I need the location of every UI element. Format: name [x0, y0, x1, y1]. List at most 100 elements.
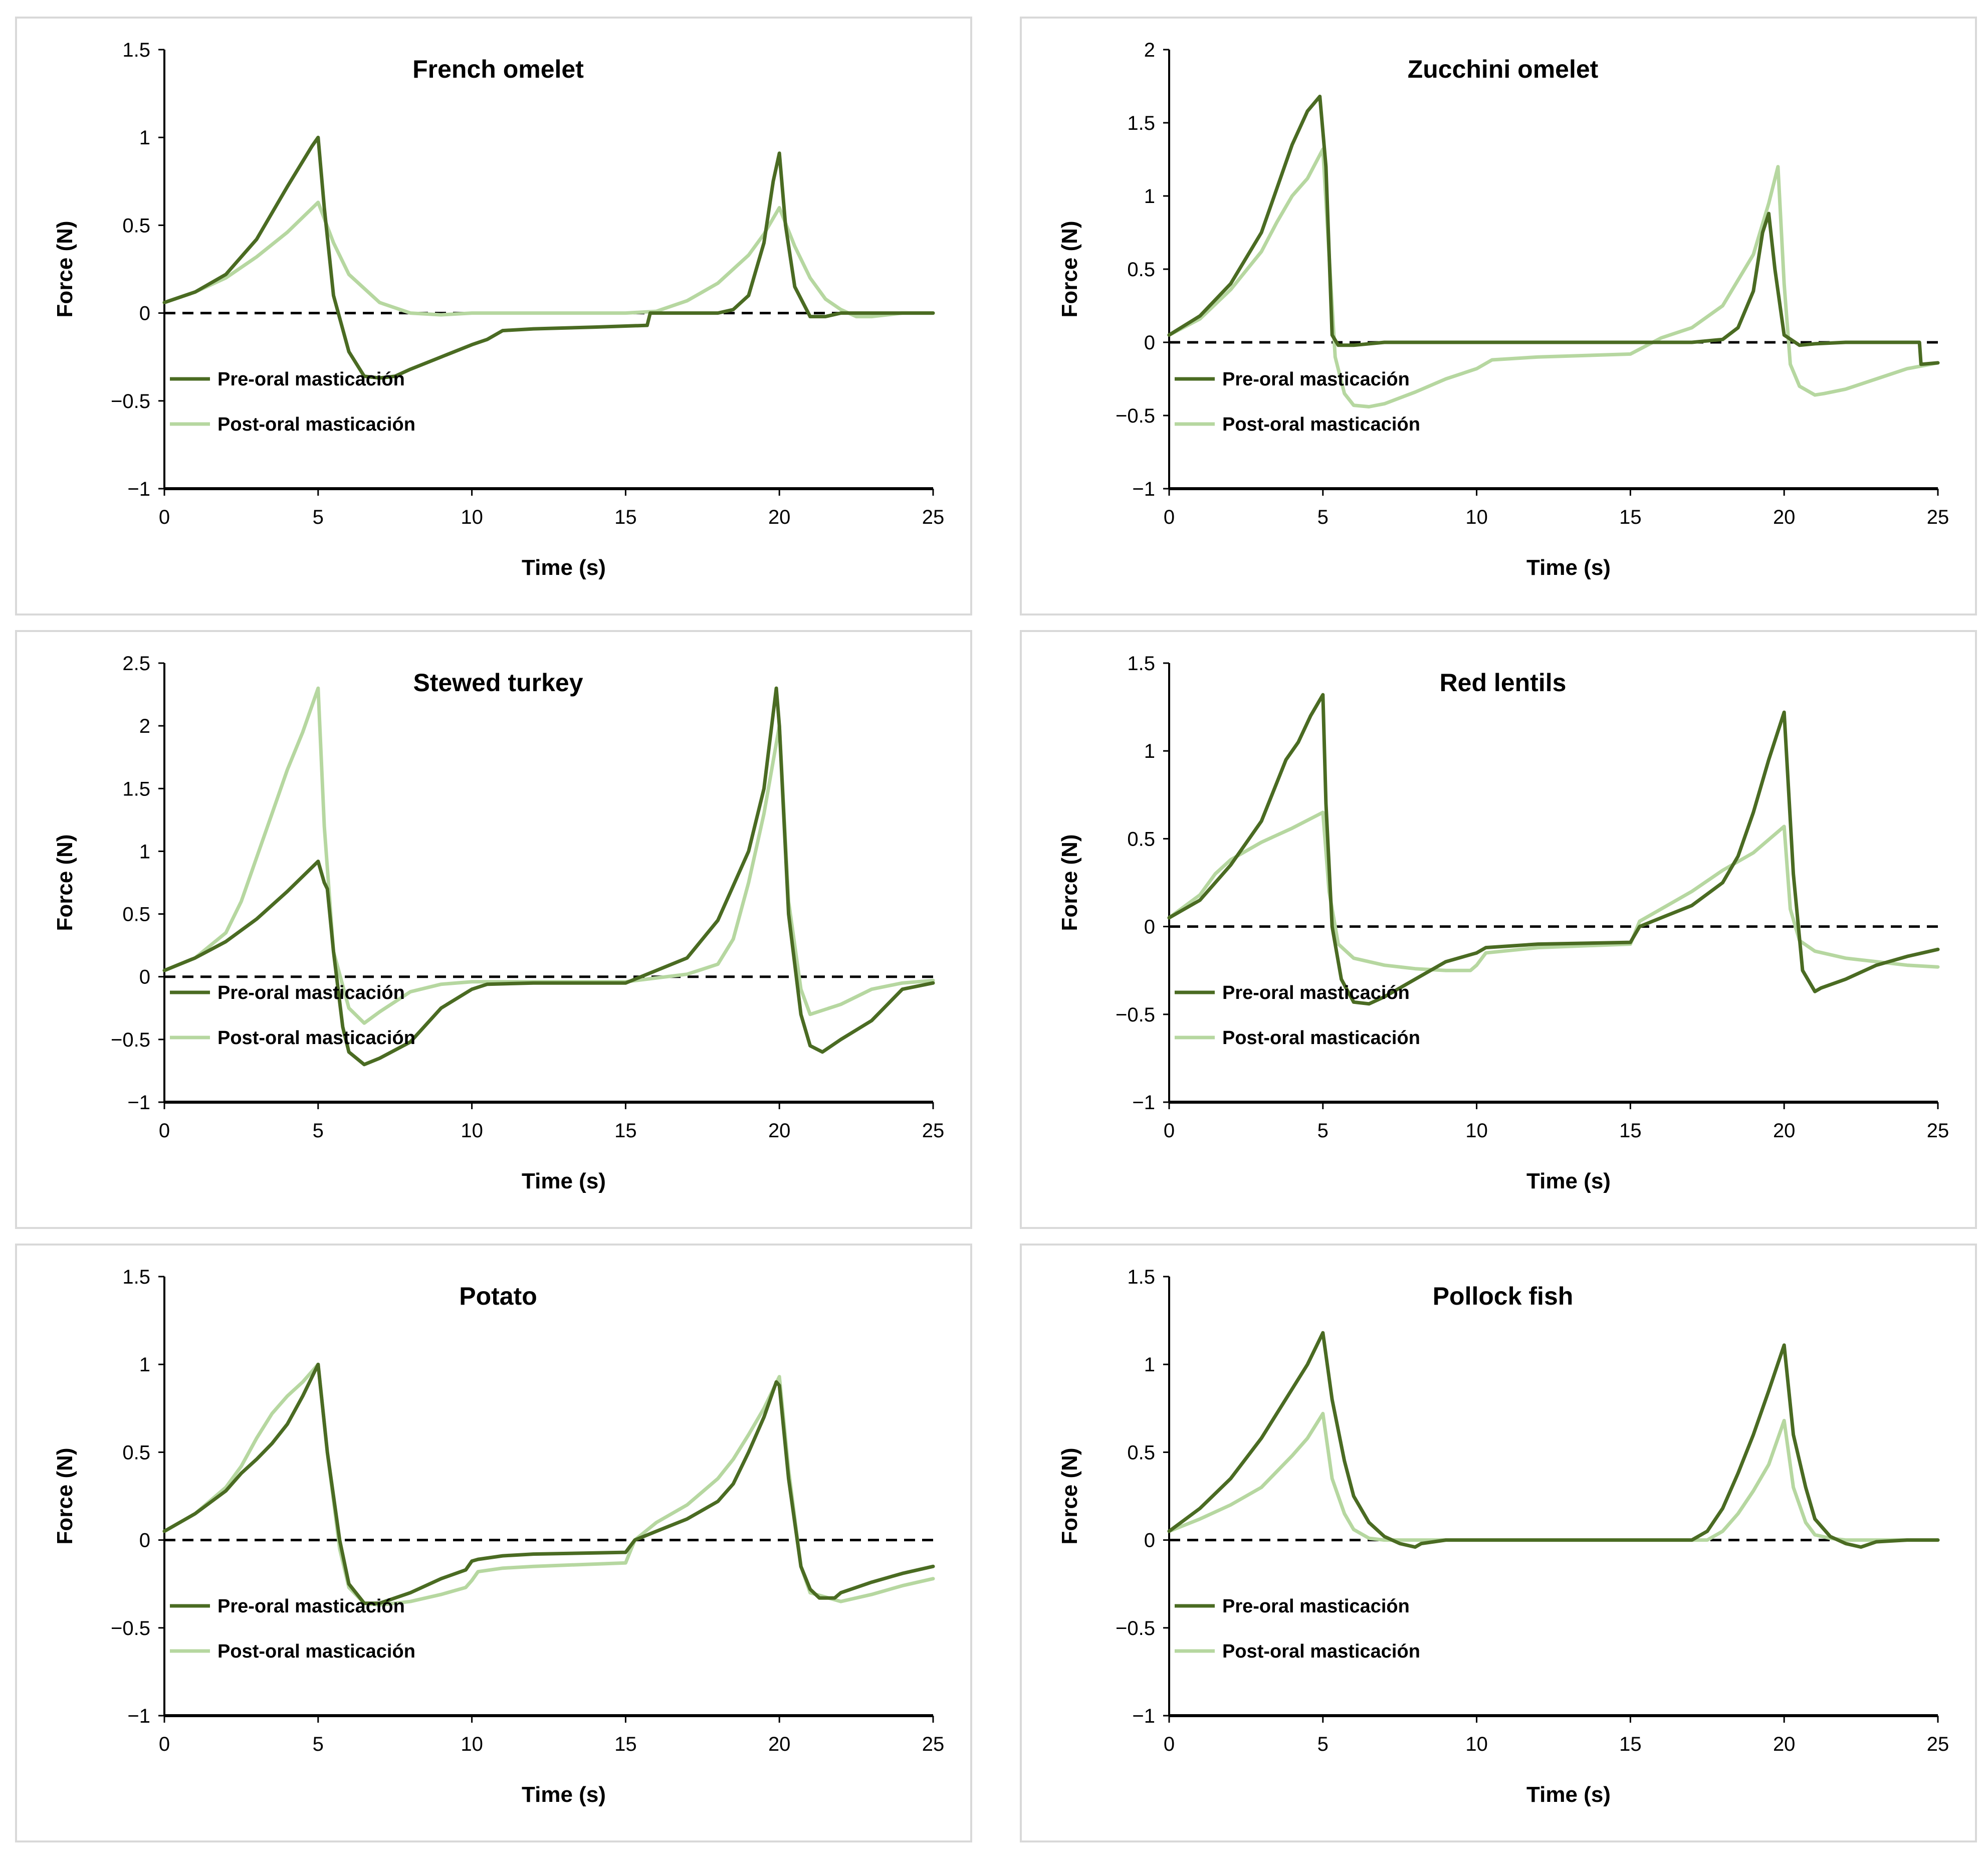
y-tick-label: 1 [1144, 1354, 1155, 1376]
x-tick-label: 0 [159, 506, 170, 528]
y-tick-label: −0.5 [111, 390, 150, 413]
x-tick-label: 5 [1317, 1120, 1329, 1142]
x-tick-label: 25 [1927, 506, 1949, 528]
y-tick-label: −1 [1132, 478, 1155, 500]
y-tick-label: −0.5 [111, 1029, 150, 1051]
x-tick-label: 0 [159, 1120, 170, 1142]
x-tick-label: 0 [1164, 1733, 1175, 1755]
y-tick-label: 0 [1144, 916, 1155, 938]
x-tick-label: 25 [1927, 1120, 1949, 1142]
x-tick-label: 5 [313, 1120, 324, 1142]
legend-label-post-oral: Post-oral masticación [217, 1641, 415, 1662]
chart-title: Red lentils [1440, 669, 1567, 697]
x-tick-label: 15 [614, 1733, 637, 1755]
x-tick-label: 15 [614, 506, 637, 528]
y-tick-label: −0.5 [1116, 1004, 1155, 1026]
y-tick-label: 1 [139, 127, 150, 149]
y-tick-label: −1 [1132, 1092, 1155, 1114]
series-line-pre-oral [162, 686, 935, 1067]
x-tick-label: 20 [1773, 506, 1796, 528]
chart-title: Zucchini omelet [1408, 55, 1599, 83]
y-tick-label: 1 [1144, 185, 1155, 208]
y-tick-label: 1.5 [122, 778, 150, 800]
x-axis-label: Time (s) [522, 1169, 606, 1193]
y-tick-label: 2 [1144, 39, 1155, 61]
x-tick-label: 20 [768, 1120, 791, 1142]
x-tick-label: 10 [461, 1120, 483, 1142]
legend-label-pre-oral: Pre-oral masticación [217, 1596, 405, 1617]
legend-label-post-oral: Post-oral masticación [1222, 414, 1420, 435]
x-tick-label: 5 [313, 506, 324, 528]
x-tick-label: 25 [922, 1120, 945, 1142]
y-axis-label: Force (N) [1057, 1448, 1082, 1544]
series-line-post-oral [162, 686, 935, 1025]
chart-svg-potato: −1 −0.5 0 0.5 1 1.5 0 5 10 15 20 25 Potato Time (s) Fo… [53, 1266, 945, 1807]
series-line-post-oral [1167, 1411, 1940, 1542]
y-tick-label: 0 [1144, 1530, 1155, 1552]
y-tick-label: −0.5 [1116, 1617, 1155, 1639]
y-tick-label: −1 [1132, 1705, 1155, 1727]
y-axis-label: Force (N) [53, 834, 77, 931]
series-line-post-oral [162, 200, 935, 319]
y-tick-label: 2.5 [122, 653, 150, 675]
series-line-post-oral [162, 1362, 935, 1607]
series-line-pre-oral [162, 135, 935, 380]
x-tick-label: 0 [1164, 506, 1175, 528]
series-line-post-oral [1167, 147, 1940, 408]
x-tick-label: 15 [614, 1120, 637, 1142]
y-tick-label: 1.5 [122, 1266, 150, 1288]
chart-panel-potato: −1 −0.5 0 0.5 1 1.5 0 5 10 15 20 25 Potato Time (s) Fo… [15, 1244, 972, 1842]
x-tick-label: 10 [1465, 506, 1488, 528]
y-tick-label: 1.5 [1127, 1266, 1155, 1288]
series-line-pre-oral [1167, 94, 1940, 366]
x-tick-label: 20 [1773, 1733, 1796, 1755]
y-tick-label: −1 [127, 1092, 150, 1114]
x-tick-label: 15 [1619, 1120, 1642, 1142]
x-tick-label: 10 [1465, 1733, 1488, 1755]
x-tick-label: 5 [1317, 506, 1329, 528]
legend-label-post-oral: Post-oral masticación [217, 414, 415, 435]
y-tick-label: 1.5 [1127, 112, 1155, 134]
x-tick-label: 10 [461, 1733, 483, 1755]
legend-label-pre-oral: Pre-oral masticación [217, 369, 405, 390]
y-tick-label: −0.5 [111, 1617, 150, 1639]
legend-label-pre-oral: Pre-oral masticación [1222, 1596, 1410, 1617]
x-axis-label: Time (s) [1526, 1169, 1611, 1193]
legend-label-post-oral: Post-oral masticación [1222, 1641, 1420, 1662]
chart-title: Stewed turkey [413, 669, 583, 697]
y-axis-label: Force (N) [1057, 221, 1082, 317]
chart-panel-zucchini-omelet: −1 −0.5 0 0.5 1 1.5 2 0 5 10 15 20 25 Zucchini omelet… [1020, 17, 1977, 615]
y-tick-label: 2 [139, 715, 150, 737]
y-tick-label: 0 [139, 1530, 150, 1552]
x-tick-label: 25 [922, 506, 945, 528]
chart-svg-stewed-turkey: −1 −0.5 0 0.5 1 1.5 2 2.5 0 5 10 15 20 25 Stewed turke… [53, 653, 945, 1193]
y-axis-label: Force (N) [1057, 834, 1082, 931]
y-tick-label: 1.5 [122, 39, 150, 61]
x-tick-label: 5 [313, 1733, 324, 1755]
y-tick-label: −0.5 [1116, 405, 1155, 427]
y-tick-label: 0.5 [1127, 1441, 1155, 1464]
x-tick-label: 0 [159, 1733, 170, 1755]
y-tick-label: 0 [139, 303, 150, 325]
series-line-pre-oral [1167, 1331, 1940, 1549]
series-line-pre-oral [162, 1362, 935, 1605]
x-tick-label: 15 [1619, 506, 1642, 528]
y-axis-label: Force (N) [53, 221, 77, 317]
x-tick-label: 25 [922, 1733, 945, 1755]
chart-svg-pollock-fish: −1 −0.5 0 0.5 1 1.5 0 5 10 15 20 25 Pollock fish Time… [1057, 1266, 1949, 1807]
chart-svg-red-lentils: −1 −0.5 0 0.5 1 1.5 0 5 10 15 20 25 Red lentils Time … [1057, 653, 1949, 1193]
x-tick-label: 15 [1619, 1733, 1642, 1755]
chart-svg-french-omelet: −1 −0.5 0 0.5 1 1.5 0 5 10 15 20 25 French omelet Tim… [53, 39, 945, 580]
y-axis-label: Force (N) [53, 1448, 77, 1544]
legend-label-pre-oral: Pre-oral masticación [1222, 369, 1410, 390]
chart-title: Potato [459, 1282, 537, 1310]
y-tick-label: 0 [1144, 332, 1155, 354]
y-tick-label: 0 [139, 966, 150, 988]
x-tick-label: 20 [1773, 1120, 1796, 1142]
y-tick-label: 0.5 [122, 1441, 150, 1464]
x-tick-label: 20 [768, 1733, 791, 1755]
y-tick-label: −1 [127, 478, 150, 500]
y-tick-label: 1 [139, 841, 150, 863]
x-axis-label: Time (s) [522, 1782, 606, 1807]
